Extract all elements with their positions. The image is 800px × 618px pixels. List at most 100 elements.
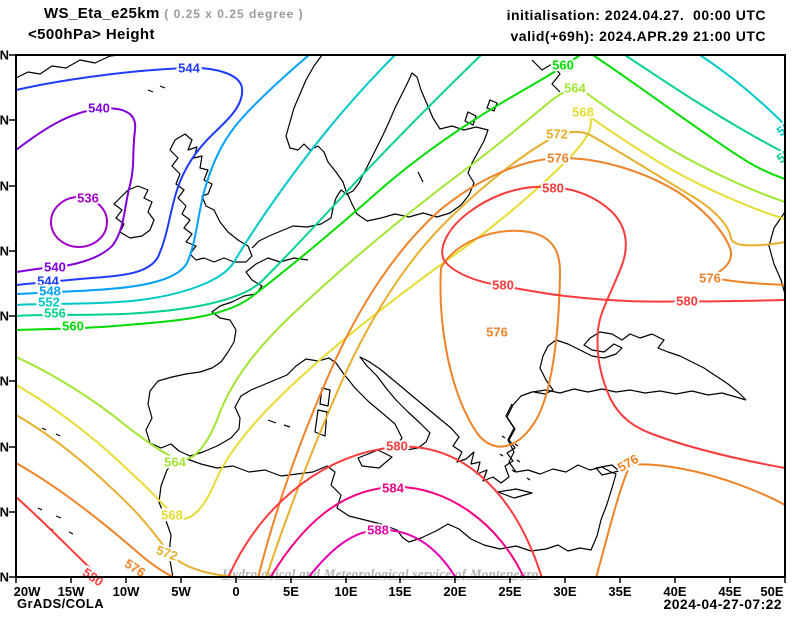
contour-label-540: 540 — [44, 260, 66, 275]
contour-label-576: 576 — [699, 271, 721, 286]
y-tick-label: N — [0, 505, 9, 520]
contour-label-580: 580 — [676, 294, 698, 309]
x-tick-label: 15E — [388, 584, 411, 599]
contour-line-584 — [269, 485, 525, 577]
y-axis-ticks: N N N N N N N N N — [0, 48, 16, 585]
coastline — [531, 59, 561, 93]
coastline — [319, 387, 331, 407]
contour-line-572 — [265, 130, 785, 577]
y-tick-label: N — [0, 113, 9, 128]
y-tick-label: N — [0, 374, 9, 389]
contour-line-564 — [16, 88, 785, 461]
generated-timestamp: 2024-04-27-07:22 — [663, 596, 782, 612]
contour-label-552: 552 — [38, 295, 60, 310]
coastline — [417, 171, 424, 183]
y-tick-label: N — [0, 244, 9, 259]
coastline — [314, 409, 328, 437]
contour-line-552 — [699, 55, 785, 126]
contour-line-572 — [16, 414, 247, 577]
coastline — [533, 331, 747, 401]
field-title: <500hPa> Height — [28, 26, 155, 43]
y-tick-label: N — [0, 570, 9, 585]
contour-line-552 — [16, 55, 396, 306]
grads-credit: GrADS/COLA — [17, 596, 105, 611]
model-name: WS_Eta_e25km — [44, 5, 160, 22]
x-tick-label: 35E — [608, 584, 631, 599]
coastline — [499, 435, 531, 481]
y-tick-label: N — [0, 309, 9, 324]
x-tick-label: 25E — [498, 584, 521, 599]
coastline — [41, 427, 61, 437]
coastline — [595, 464, 620, 476]
coastline — [768, 211, 785, 295]
x-tick-label: 10E — [334, 584, 357, 599]
contour-line-544 — [16, 66, 244, 286]
contour-line-580 — [16, 496, 104, 577]
contour-line-588 — [307, 528, 457, 577]
contour-line-580 — [227, 445, 543, 577]
coastline — [158, 457, 178, 577]
contour-line-540 — [16, 107, 137, 273]
contour-label-540: 540 — [88, 101, 110, 116]
coastline — [37, 507, 74, 535]
coastline — [147, 85, 166, 93]
contours-layer — [16, 55, 785, 577]
contour-line-560 — [592, 55, 785, 180]
x-axis-ticks: 20W 15W 10W 5W 0 5E 10E 15E 20E 25E 30E 35E 40E 45E 50… — [14, 577, 786, 599]
x-tick-label: 40E — [663, 584, 686, 599]
contour-label-576: 576 — [486, 325, 508, 340]
contour-label-568: 568 — [161, 508, 183, 523]
contour-label-572: 572 — [154, 542, 180, 564]
coastline — [113, 185, 155, 239]
x-tick-label: 10W — [113, 584, 140, 599]
model-resolution: ( 0.25 x 0.25 degree ) — [164, 7, 304, 21]
x-tick-label: 15W — [58, 584, 85, 599]
x-tick-label: 0 — [232, 584, 239, 599]
contour-label-572: 572 — [546, 127, 568, 142]
coastline — [186, 403, 617, 552]
contour-line-536 — [50, 196, 109, 248]
coastline — [357, 449, 393, 469]
coastline — [497, 488, 533, 499]
x-tick-label: 5E — [283, 584, 299, 599]
contour-line-556 — [16, 55, 482, 317]
x-tick-label: 20W — [14, 584, 41, 599]
x-tick-label: 20E — [443, 584, 466, 599]
contour-label-584: 584 — [382, 481, 404, 496]
contour-label-560: 560 — [62, 319, 84, 334]
contour-label-536: 536 — [77, 191, 99, 206]
coastlines-layer — [16, 55, 785, 577]
contour-label-576: 576 — [547, 151, 569, 166]
coastline — [267, 419, 291, 428]
contour-label-560: 560 — [552, 58, 574, 73]
contour-line-560 — [16, 55, 581, 331]
x-tick-label: 5W — [171, 584, 191, 599]
valid-time: valid(+69h): 2024.APR.29 21:00 UTC — [510, 28, 766, 44]
header-left: WS_Eta_e25km ( 0.25 x 0.25 degree ) <500… — [28, 5, 304, 43]
contour-label-588: 588 — [367, 523, 389, 538]
contour-label-580: 580 — [542, 181, 564, 196]
contour-line-580 — [441, 185, 785, 469]
coastline — [169, 133, 253, 263]
contour-label-564: 564 — [164, 455, 186, 470]
contour-line-548 — [16, 55, 310, 295]
contour-label-544: 544 — [37, 274, 59, 289]
map-frame — [15, 54, 786, 578]
contour-label-568: 568 — [572, 105, 594, 120]
coastline — [145, 257, 747, 484]
coastline — [464, 111, 477, 126]
init-time: initialisation: 2024.04.27. 00:00 UTC — [506, 7, 766, 23]
contour-label-580: 580 — [386, 439, 408, 454]
coastline — [16, 55, 120, 79]
y-tick-label: N — [0, 440, 9, 455]
contour-line-576 — [439, 229, 562, 448]
header-right: initialisation: 2024.04.27. 00:00 UTC va… — [507, 5, 766, 47]
y-tick-label: N — [0, 179, 9, 194]
contour-label-556: 556 — [44, 306, 66, 321]
x-tick-label: 30E — [553, 584, 576, 599]
x-tick-label: 45E — [718, 584, 741, 599]
y-tick-label: N — [0, 48, 9, 63]
contour-label-564: 564 — [564, 81, 586, 96]
